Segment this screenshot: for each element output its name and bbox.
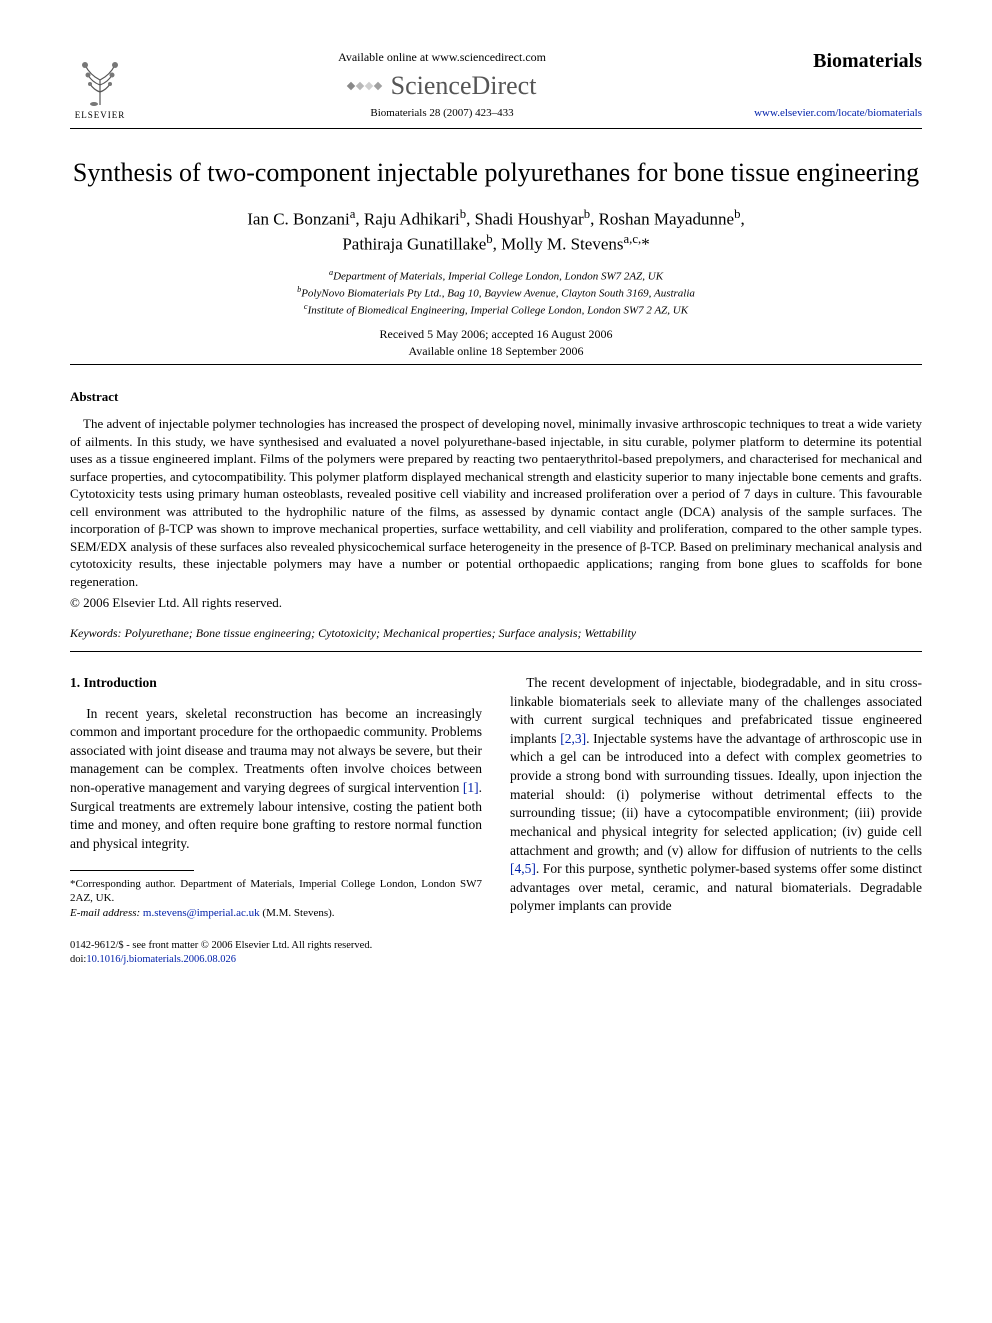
center-header: Available online at www.sciencedirect.co…: [130, 50, 754, 119]
header-rule: [70, 128, 922, 129]
journal-name: Biomaterials: [754, 50, 922, 73]
publisher-block: ELSEVIER: [70, 50, 130, 120]
corresponding-author-text: *Corresponding author. Department of Mat…: [70, 877, 482, 907]
journal-brand-block: Biomaterials www.elsevier.com/locate/bio…: [754, 50, 922, 119]
affiliation-c: cInstitute of Biomedical Engineering, Im…: [70, 302, 922, 317]
affiliation-a: aDepartment of Materials, Imperial Colle…: [70, 268, 922, 283]
intro-paragraph-1: In recent years, skeletal reconstruction…: [70, 705, 482, 854]
corresponding-email-link[interactable]: m.stevens@imperial.ac.uk: [143, 907, 260, 919]
keywords-line: Keywords: Polyurethane; Bone tissue engi…: [70, 626, 922, 641]
abstract-heading: Abstract: [70, 389, 922, 405]
article-dates: Received 5 May 2006; accepted 16 August …: [70, 326, 922, 360]
journal-header: ELSEVIER Available online at www.science…: [70, 50, 922, 120]
publisher-name: ELSEVIER: [75, 110, 126, 120]
abstract-copyright: © 2006 Elsevier Ltd. All rights reserved…: [70, 594, 922, 612]
citation-link-2-3[interactable]: [2,3]: [560, 731, 586, 746]
corresponding-email-line: E-mail address: m.stevens@imperial.ac.uk…: [70, 906, 482, 921]
intro-paragraph-2: The recent development of injectable, bi…: [510, 674, 922, 916]
corresponding-author-footnote: *Corresponding author. Department of Mat…: [70, 877, 482, 922]
footer-copyright-doi: 0142-9612/$ - see front matter © 2006 El…: [70, 939, 482, 966]
elsevier-tree-icon: [70, 50, 130, 110]
sciencedirect-icon: [348, 83, 381, 89]
online-date: Available online 18 September 2006: [408, 344, 583, 358]
sciencedirect-row: ScienceDirect: [130, 71, 754, 101]
authors-list: Ian C. Bonzania, Raju Adhikarib, Shadi H…: [70, 206, 922, 257]
left-column: 1. Introduction In recent years, skeleta…: [70, 674, 482, 966]
footnote-separator: [70, 870, 194, 871]
abstract-top-rule: [70, 364, 922, 365]
received-accepted-date: Received 5 May 2006; accepted 16 August …: [380, 327, 613, 341]
keywords-label: Keywords:: [70, 626, 122, 640]
doi-label: doi:: [70, 954, 86, 965]
doi-link[interactable]: 10.1016/j.biomaterials.2006.08.026: [86, 954, 236, 965]
journal-url-link[interactable]: www.elsevier.com/locate/biomaterials: [754, 107, 922, 119]
keywords-list: Polyurethane; Bone tissue engineering; C…: [125, 626, 637, 640]
abstract-text: The advent of injectable polymer technol…: [70, 415, 922, 590]
introduction-heading: 1. Introduction: [70, 674, 482, 693]
citation-link-4-5[interactable]: [4,5]: [510, 861, 536, 876]
abstract-body: The advent of injectable polymer technol…: [70, 415, 922, 612]
affiliation-b: bPolyNovo Biomaterials Pty Ltd., Bag 10,…: [70, 285, 922, 300]
abstract-bottom-rule: [70, 651, 922, 652]
citation-link-1[interactable]: [1]: [463, 780, 479, 795]
article-title: Synthesis of two-component injectable po…: [70, 157, 922, 190]
body-columns: 1. Introduction In recent years, skeleta…: [70, 674, 922, 966]
right-column: The recent development of injectable, bi…: [510, 674, 922, 966]
front-matter-text: 0142-9612/$ - see front matter © 2006 El…: [70, 940, 372, 951]
journal-reference: Biomaterials 28 (2007) 423–433: [130, 107, 754, 119]
platform-name: ScienceDirect: [391, 71, 537, 101]
available-online-text: Available online at www.sciencedirect.co…: [130, 50, 754, 65]
